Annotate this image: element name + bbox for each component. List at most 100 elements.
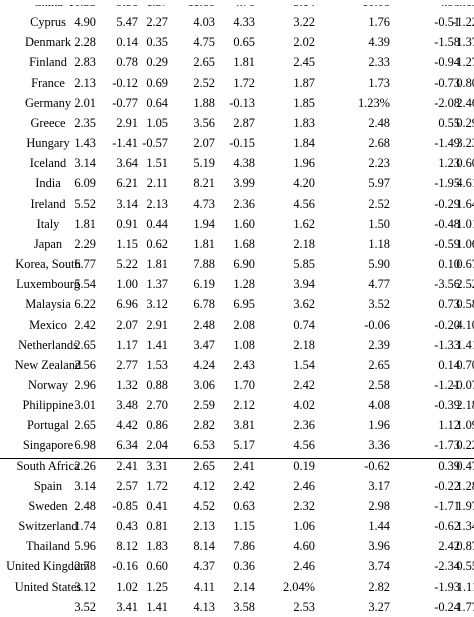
value-cell: 0.63 [233, 498, 255, 513]
table-row: Mexico 2.42 2.07 2.91 2.48 2.08 0.74 -0.06 -0.20… [0, 315, 474, 335]
table-row: Spain 3.14 2.57 1.72 4.12 2.42 2.46 3.17 -0.22 1.… [0, 476, 474, 496]
value-cell: 2.42 [293, 377, 315, 392]
value-cell: 2.65 [368, 357, 390, 372]
value-cell: 0.29 [456, 115, 474, 130]
value-cell: 2.43 [233, 357, 255, 372]
value-cell: -1.22 [452, 15, 474, 30]
value-cell: 0.80 [456, 75, 474, 90]
value-cell: 5.90 [368, 257, 390, 272]
value-cell: 1.96 [293, 156, 315, 171]
value-cell: 0.35 [146, 35, 168, 50]
value-cell: 4.75 [193, 35, 215, 50]
value-cell: 0.74 [293, 317, 315, 332]
value-cell: 1.06 [456, 236, 474, 251]
country-cell: Mexico [29, 317, 67, 332]
value-cell: 3.52 [368, 297, 390, 312]
value-cell: 1.50 [368, 216, 390, 231]
table-row: Norway 2.96 1.32 0.88 3.06 1.70 2.42 2.58 -1.21-… [0, 375, 474, 395]
value-cell: 2.07 [193, 136, 215, 151]
value-cell: 4.20 [293, 176, 315, 191]
value-cell: 2.68 [368, 136, 390, 151]
value-cell: 2.41 [116, 458, 138, 473]
value-cell: 1.15 [116, 236, 138, 251]
value-cell: 2.52 [368, 196, 390, 211]
value-cell: 2.07 [116, 317, 138, 332]
table-row: Hungary 1.43 -1.41 -0.57 2.07 -0.15 1.84 2.68 -1… [0, 133, 474, 153]
value-cell: 3.17 [368, 478, 390, 493]
value-cell: 2.18 [456, 398, 474, 413]
value-cell: 3.62 [293, 297, 315, 312]
country-cell: Netherlands [18, 337, 78, 352]
value-cell: 0.64 [146, 95, 168, 110]
value-cell: 4.60 [293, 539, 315, 554]
value-cell: 1.23 [438, 156, 460, 171]
value-cell: 1.06 [293, 519, 315, 534]
table-row: Iceland 3.14 3.64 1.51 5.19 4.38 1.96 2.23 1.23 0… [0, 153, 474, 173]
value-cell: 2.91 [116, 115, 138, 130]
value-cell: 5.97 [368, 176, 390, 191]
country-cell: Philippine [22, 398, 74, 413]
value-cell: 3.31 [146, 458, 168, 473]
value-cell: -0.48 [434, 216, 460, 231]
value-cell: 3.14 [74, 156, 96, 171]
country-cell: Iceland [29, 156, 67, 171]
table-row: United States 3.12 1.02 1.25 4.11 2.14 2.04% 2.… [0, 577, 474, 597]
value-cell: -1.41 [112, 136, 138, 151]
value-cell: 0.78 [116, 55, 138, 70]
value-cell: 3.48 [116, 398, 138, 413]
value-cell: 3.22 [293, 15, 315, 30]
value-cell: 2.52 [456, 277, 474, 292]
value-cell: 2.41 [233, 458, 255, 473]
value-cell: 6.53 [193, 438, 215, 453]
value-cell: 3.81 [233, 418, 255, 433]
value-cell: 2.65 [193, 458, 215, 473]
value-cell: 3.01 [74, 398, 96, 413]
value-cell: -0.94 [434, 55, 460, 70]
value-cell: 2.82 [368, 579, 390, 594]
value-cell: 0.73 [438, 297, 460, 312]
value-cell: 6.90 [233, 257, 255, 272]
value-cell: 3.64 [116, 156, 138, 171]
table-row: Netherlands 2.65 1.17 1.41 3.47 1.08 2.18 2.39 -… [0, 335, 474, 355]
value-cell: 5.17 [233, 438, 255, 453]
table-row: Philippine 3.01 3.48 2.70 2.59 2.12 4.02 4.08 -0… [0, 395, 474, 415]
value-cell: -0.15 [229, 136, 255, 151]
value-cell: 3.47 [193, 337, 215, 352]
value-cell: 0.36 [233, 559, 255, 574]
value-cell: 4.10 [456, 317, 474, 332]
value-cell: 2.36 [293, 418, 315, 433]
value-cell: 2.04% [282, 579, 315, 594]
country-cell: India [35, 176, 61, 191]
value-cell: 4.03 [193, 15, 215, 30]
table-row: France 2.13 -0.12 0.69 2.52 1.72 1.87 1.73 -0.73… [0, 73, 474, 93]
value-cell: 4.39 [368, 35, 390, 50]
value-cell: 2.96 [74, 377, 96, 392]
value-cell: 3.74 [368, 559, 390, 574]
value-cell: 1.73 [368, 75, 390, 90]
table-row: Singapore 6.98 6.34 2.04 6.53 5.17 4.56 3.36 -1.… [0, 435, 474, 455]
table-row: Sweden 2.48 -0.85 0.41 4.52 0.63 2.32 2.98 -1.71… [0, 496, 474, 516]
table-row: Korea, South 6.77 5.22 1.81 7.88 6.90 5.85 5.90… [0, 254, 474, 274]
value-cell: 0.88 [146, 377, 168, 392]
value-cell: 2.42 [233, 478, 255, 493]
value-cell: 1.76 [368, 15, 390, 30]
value-cell: 1.28 [456, 478, 474, 493]
value-cell: 4.90 [74, 15, 96, 30]
value-cell: 1.34 [456, 519, 474, 534]
value-cell: 1.84 [293, 136, 315, 151]
country-cell: Ireland [30, 196, 66, 211]
value-cell: -0.39 [434, 398, 460, 413]
value-cell: 1.62 [293, 216, 315, 231]
value-cell: -0.13 [229, 95, 255, 110]
value-cell: 2.87 [233, 115, 255, 130]
value-cell: 1.97 [456, 498, 474, 513]
table-row: United Kingdom 2.78 -0.16 0.60 4.37 0.36 2.46 3… [0, 556, 474, 576]
value-cell: -0.57 [142, 136, 168, 151]
table-row: Ireland 5.52 3.14 2.13 4.73 2.36 4.56 2.52 -0.29… [0, 194, 474, 214]
value-cell: 2.53 [293, 599, 315, 614]
value-cell: 1.81 [146, 257, 168, 272]
value-cell: 0.55 [438, 115, 460, 130]
value-cell: 6.78 [193, 297, 215, 312]
value-cell: 0.19 [293, 458, 315, 473]
value-cell: 5.52 [74, 196, 96, 211]
